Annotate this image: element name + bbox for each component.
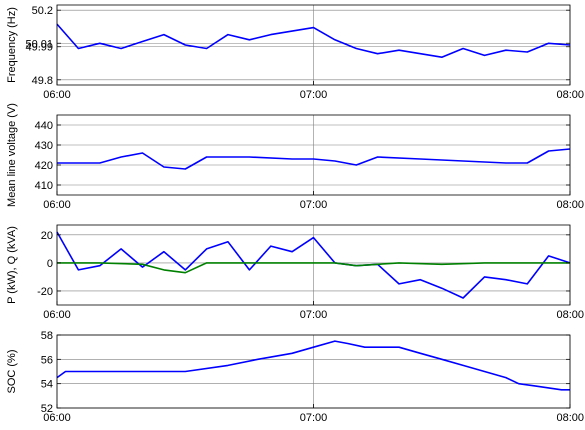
y-axis-label: Mean line voltage (V): [6, 103, 18, 207]
y-tick-label: 50.2: [32, 5, 53, 17]
y-tick-label: 52: [41, 403, 53, 415]
x-tick-label: 07:00: [300, 412, 328, 424]
y-axis-label: P (kW), Q (kVA): [6, 226, 18, 304]
series-line-2: [57, 262, 570, 274]
y-tick-label: 58: [41, 330, 53, 342]
y-axis-label: SOC (%): [6, 350, 18, 394]
x-tick-label: 08:00: [556, 89, 584, 101]
series-line-1: [56, 340, 570, 391]
y-tick-label: 440: [35, 120, 53, 132]
y-axis-label: Frequency (Hz): [6, 7, 18, 83]
x-tick-label: 06:00: [43, 89, 71, 101]
x-tick-label: 06:00: [43, 199, 71, 211]
x-tick-label: 07:00: [300, 89, 328, 101]
chart-panel-2: 440 430 420 410 06:00 07:00 08:00 Mean line vol…: [6, 103, 584, 211]
y-tick-label: -20: [37, 286, 53, 298]
y-tick-label: 0: [47, 258, 53, 270]
y-tick-label: 50.01: [25, 38, 53, 50]
x-tick-label: 08:00: [556, 309, 584, 321]
series-line-1: [56, 23, 571, 58]
x-tick-label: 07:00: [300, 199, 328, 211]
y-tick-label: 20: [41, 230, 53, 242]
x-tick-label: 08:00: [556, 199, 584, 211]
y-tick-label: 54: [41, 379, 53, 391]
series-line-1: [56, 231, 571, 299]
x-tick-label: 08:00: [556, 412, 584, 424]
y-tick-label: 49.99: [25, 42, 53, 54]
x-tick-label: 07:00: [300, 309, 328, 321]
y-tick-label: 56: [41, 354, 53, 366]
y-tick-label: 410: [35, 180, 53, 192]
y-tick-label: 430: [35, 140, 53, 152]
y-tick-label: 49.8: [32, 75, 53, 87]
chart-panel-3: 20 0 -20 06:00 07:00 08:00 P (kW), Q (kVA): [6, 224, 584, 321]
x-tick-label: 06:00: [43, 309, 71, 321]
x-tick-label: 06:00: [43, 412, 71, 424]
series-line-1: [57, 148, 571, 170]
y-tick-label: 420: [35, 160, 53, 172]
